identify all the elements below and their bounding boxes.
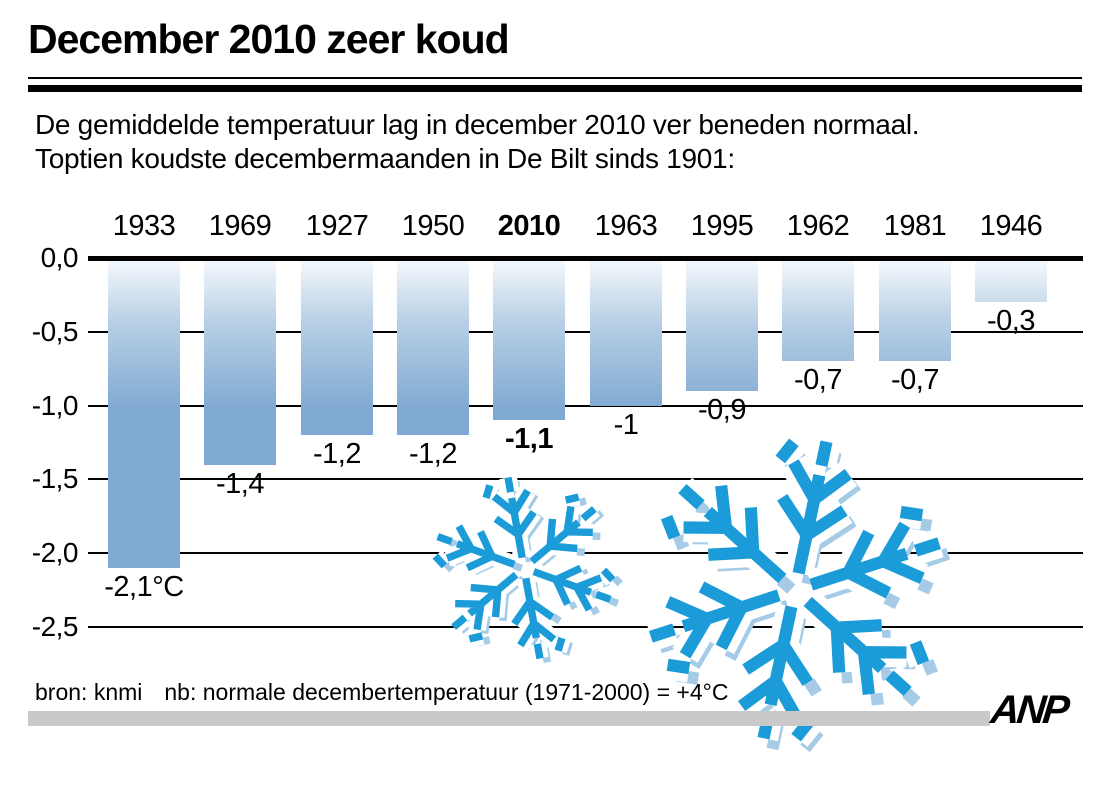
- anp-logo: ANP: [988, 688, 1069, 732]
- year-label: 1981: [883, 210, 947, 242]
- footer-text: bron: knmi nb: normale decembertemperatuu…: [35, 679, 728, 706]
- chart-bar: [589, 261, 662, 406]
- footer-bar: [28, 711, 990, 726]
- snowflake-small-icon: [408, 452, 640, 684]
- chart-description-line1: De gemiddelde temperatuur lag in decembe…: [35, 109, 920, 140]
- value-label: -0,3: [987, 305, 1035, 337]
- year-label: 1969: [208, 210, 272, 242]
- y-axis-tick-label: 0,0: [40, 242, 79, 273]
- chart-bar: [396, 261, 469, 435]
- year-label: 1995: [690, 210, 754, 242]
- value-label: -1,4: [216, 468, 264, 500]
- y-axis-tick-label: -2,5: [31, 610, 79, 642]
- title-rule-thick: [28, 85, 1082, 92]
- y-axis-tick-label: -1,0: [31, 389, 79, 421]
- page-title: December 2010 zeer koud: [28, 16, 510, 62]
- value-label: -1,2: [409, 438, 457, 470]
- year-label: 2010: [497, 210, 561, 242]
- year-label: 1946: [979, 210, 1043, 242]
- value-label: -1: [613, 409, 639, 441]
- value-label: -0,9: [698, 394, 746, 426]
- x-axis-line: [88, 255, 1083, 261]
- chart-bar: [300, 261, 373, 435]
- note-label: nb: normale decembertemperatuur (1971-20…: [164, 679, 729, 705]
- chart-description-line2: Toptien koudste decembermaanden in De Bi…: [35, 143, 735, 174]
- chart-bar: [974, 261, 1047, 302]
- bar-chart: 0,0 -0,5 -1,0 -1,5 -2,0 -2,5 1933 -2,1°C 1969 -1,…: [31, 210, 1083, 642]
- y-axis-tick-label: -0,5: [31, 315, 79, 347]
- value-label: -1,1: [505, 423, 553, 455]
- chart-bar: [204, 261, 277, 465]
- gridline: [88, 330, 1083, 333]
- value-label: -2,1°C: [104, 571, 184, 603]
- value-label: -0,7: [794, 364, 842, 396]
- chart-description: De gemiddelde temperatuur lag in decembe…: [35, 108, 920, 176]
- year-label: 1950: [401, 210, 465, 242]
- year-label: 1962: [786, 210, 850, 242]
- gridline: [88, 404, 1083, 407]
- gridline: [88, 478, 1083, 481]
- y-axis-tick-label: -1,5: [31, 463, 79, 495]
- snowflake-large-icon: [599, 394, 990, 785]
- chart-bar: [782, 261, 855, 361]
- year-label: 1927: [305, 210, 369, 242]
- source-label: bron: knmi: [35, 679, 143, 705]
- chart-bar: [493, 261, 566, 420]
- chart-bar: [878, 261, 951, 361]
- gridline: [88, 625, 1083, 628]
- title-rule-thin: [28, 77, 1082, 79]
- year-label: 1933: [112, 210, 176, 242]
- y-axis-tick-label: -2,0: [31, 537, 79, 568]
- chart-bar: [685, 261, 758, 391]
- chart-bar: [108, 261, 180, 568]
- value-label: -0,7: [891, 364, 939, 396]
- year-label: 1963: [594, 210, 658, 242]
- gridline: [88, 552, 1083, 554]
- value-label: -1,2: [313, 438, 361, 470]
